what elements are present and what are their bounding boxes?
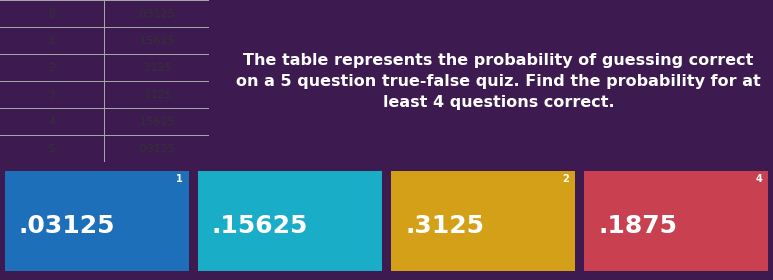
Text: .3125: .3125: [141, 63, 172, 73]
Text: .15625: .15625: [137, 36, 176, 46]
Text: .15625: .15625: [137, 117, 176, 127]
Text: .03125: .03125: [137, 144, 176, 154]
Text: 4: 4: [755, 174, 762, 184]
Text: .3125: .3125: [405, 214, 484, 238]
Text: 3: 3: [49, 90, 56, 100]
Text: .03125: .03125: [137, 8, 176, 18]
Text: 0: 0: [49, 8, 56, 18]
Text: 4: 4: [49, 117, 56, 127]
Text: 1: 1: [175, 174, 182, 184]
Text: The table represents the probability of guessing correct
on a 5 question true-fa: The table represents the probability of …: [237, 53, 761, 110]
Text: .3125: .3125: [141, 90, 172, 100]
Text: .03125: .03125: [19, 214, 115, 238]
FancyBboxPatch shape: [584, 171, 768, 270]
Text: 1: 1: [49, 36, 56, 46]
FancyBboxPatch shape: [198, 171, 382, 270]
Text: .15625: .15625: [212, 214, 308, 238]
Text: 2: 2: [562, 174, 569, 184]
Text: 2: 2: [49, 63, 56, 73]
Text: .1875: .1875: [598, 214, 677, 238]
FancyBboxPatch shape: [5, 171, 189, 270]
FancyBboxPatch shape: [391, 171, 575, 270]
Text: 5: 5: [49, 144, 56, 154]
